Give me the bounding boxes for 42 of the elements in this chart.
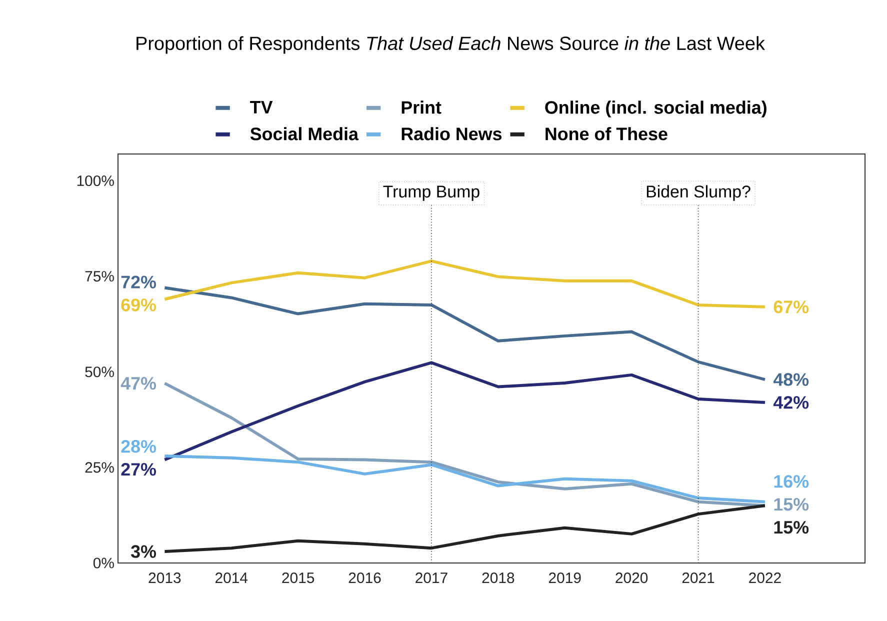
legend-label: Radio News [402,127,502,140]
data-label: 15% [774,498,809,511]
data-label: 3% [130,545,156,558]
data-label: 27% [121,463,156,476]
x-tick-label: 2015 [282,572,314,584]
legend-label: None of These [546,127,668,140]
data-label: 47% [120,377,156,390]
x-tick-label: 2014 [216,572,248,584]
legend-label: Online (incl. social media) [545,100,766,118]
legend-label: TV [250,100,273,114]
data-label: 48% [773,373,809,386]
x-tick-label: 2021 [682,572,714,584]
data-label: 15% [774,520,809,534]
x-tick-label: 2022 [749,572,781,584]
data-label: 16% [774,475,809,488]
data-label: 72% [121,276,156,288]
y-tick-label: 25% [85,462,114,473]
legend-label: Print [402,100,442,114]
line-series [163,361,766,462]
y-tick-label: 0% [93,558,114,568]
x-tick-label: 2017 [416,572,448,584]
line-series [163,286,766,382]
x-tick-label: 2016 [348,572,381,584]
y-tick-label: 50% [85,366,114,378]
x-tick-label: 2019 [549,572,581,584]
ref-line-label: Biden Slump? [646,185,750,201]
line-series [163,454,766,504]
x-tick-label: 2013 [148,572,181,584]
line-series [163,260,766,308]
y-tick-label: 100% [77,175,114,186]
ref-line-label: Trump Bump [383,186,480,201]
data-label: 28% [121,440,156,453]
x-tick-label: 2018 [482,572,514,584]
data-label: 42% [773,396,809,409]
line-series [163,504,766,554]
legend-label: Social Media [250,127,359,140]
line-series [163,382,766,508]
data-label: 67% [774,300,809,314]
chart-title: Proportion of Respondents That Used Each News Source in the Last Week [136,36,765,54]
x-tick-label: 2020 [616,572,648,584]
y-tick-label: 75% [85,271,114,282]
data-label: 69% [121,298,156,312]
